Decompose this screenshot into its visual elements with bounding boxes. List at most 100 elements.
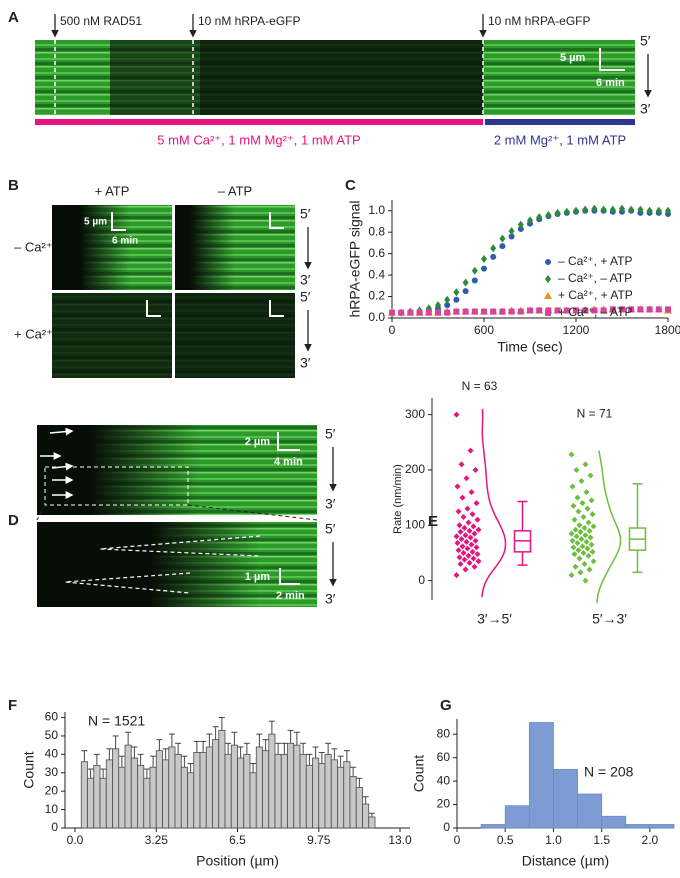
point <box>574 539 581 546</box>
point <box>458 461 465 468</box>
y-tick-label: 20 <box>437 797 451 811</box>
marker <box>637 205 644 214</box>
end-label: 5′ <box>300 289 311 305</box>
point <box>465 519 472 526</box>
point <box>468 541 475 548</box>
point <box>571 516 578 523</box>
bar <box>312 757 320 829</box>
end-label: 5′ <box>325 426 336 442</box>
bar <box>168 746 176 829</box>
point <box>454 483 461 490</box>
row-label: – Ca²⁺ <box>14 239 53 254</box>
point <box>587 534 594 541</box>
scale-length: 5 µm <box>560 52 586 64</box>
marker <box>462 308 469 315</box>
bar <box>87 777 95 829</box>
panel-label: F <box>8 697 17 714</box>
point <box>589 548 596 555</box>
marker <box>582 205 589 214</box>
point <box>572 563 579 570</box>
annotation: N = 63 <box>462 379 498 393</box>
buffer-bar <box>35 119 483 125</box>
point <box>468 489 475 496</box>
marker <box>407 309 414 316</box>
point <box>575 547 582 554</box>
marker <box>444 302 451 309</box>
bar <box>205 746 213 829</box>
point <box>453 572 460 579</box>
marker <box>619 306 625 313</box>
marker <box>425 309 432 316</box>
point <box>581 561 588 568</box>
bar <box>224 753 232 829</box>
marker <box>600 205 607 214</box>
scale-time: 4 min <box>274 456 303 468</box>
bar <box>625 824 651 829</box>
point <box>456 522 463 529</box>
zoom-line <box>36 504 46 521</box>
point <box>469 548 476 555</box>
marker <box>609 306 616 313</box>
panel-d: D 2 µm 4 min 1 µm 2 min 5′ 3′ 5′ 3′ <box>8 425 337 607</box>
start-arrow <box>49 427 74 436</box>
annotation: 10 nM hRPA-eGFP <box>198 14 300 28</box>
buffer-label: 5 mM Ca²⁺, 1 mM Mg²⁺, 1 mM ATP <box>157 132 360 147</box>
legend-label: + Ca²⁺, – ATP <box>558 305 632 319</box>
bar <box>649 824 675 829</box>
bar <box>480 824 506 829</box>
annotation: N = 1521 <box>88 713 145 729</box>
point <box>568 572 575 579</box>
marker <box>646 206 653 215</box>
marker <box>490 308 497 315</box>
point <box>470 523 477 530</box>
marker <box>471 266 478 275</box>
point <box>578 536 585 543</box>
marker <box>490 253 497 260</box>
point <box>470 555 477 562</box>
x-tick-label: 2.0 <box>642 833 659 847</box>
kymograph-signal <box>110 40 200 115</box>
marker <box>536 213 543 222</box>
bar <box>180 766 188 829</box>
point <box>580 549 587 556</box>
legend-label: – Ca²⁺, – ATP <box>558 271 632 285</box>
point <box>475 526 482 533</box>
point <box>455 547 462 554</box>
y-tick-label: 0 <box>418 573 425 587</box>
point <box>469 511 476 518</box>
marker <box>591 307 598 314</box>
panel-a: A 500 nM RAD51 10 nM hRPA-eGFP 10 nM hRP… <box>8 9 652 147</box>
bar <box>243 753 251 829</box>
marker <box>646 306 653 313</box>
point <box>462 532 469 539</box>
y-tick-label: 300 <box>405 407 425 421</box>
y-tick-label: 0.0 <box>368 310 385 324</box>
marker <box>453 296 460 303</box>
point <box>473 500 480 507</box>
scale-time: 2 min <box>276 590 305 602</box>
marker <box>508 233 515 240</box>
bar <box>299 753 307 829</box>
marker <box>481 308 487 315</box>
y-tick-label: 60 <box>45 710 59 724</box>
point <box>463 538 470 545</box>
y-tick-label: 0.2 <box>368 289 385 303</box>
point <box>462 566 469 573</box>
bar <box>237 757 245 829</box>
row-label: + Ca²⁺ <box>14 326 53 341</box>
marker <box>499 308 506 315</box>
zoom-box <box>44 466 189 506</box>
marker <box>435 301 441 310</box>
point <box>467 447 474 454</box>
point <box>582 532 589 539</box>
point <box>471 530 478 537</box>
bar <box>80 761 88 829</box>
point <box>459 543 466 550</box>
point <box>453 533 460 540</box>
end-label: 5′ <box>325 521 336 537</box>
point <box>472 466 479 473</box>
bar <box>155 750 163 829</box>
point <box>475 558 482 565</box>
bar <box>318 763 326 829</box>
